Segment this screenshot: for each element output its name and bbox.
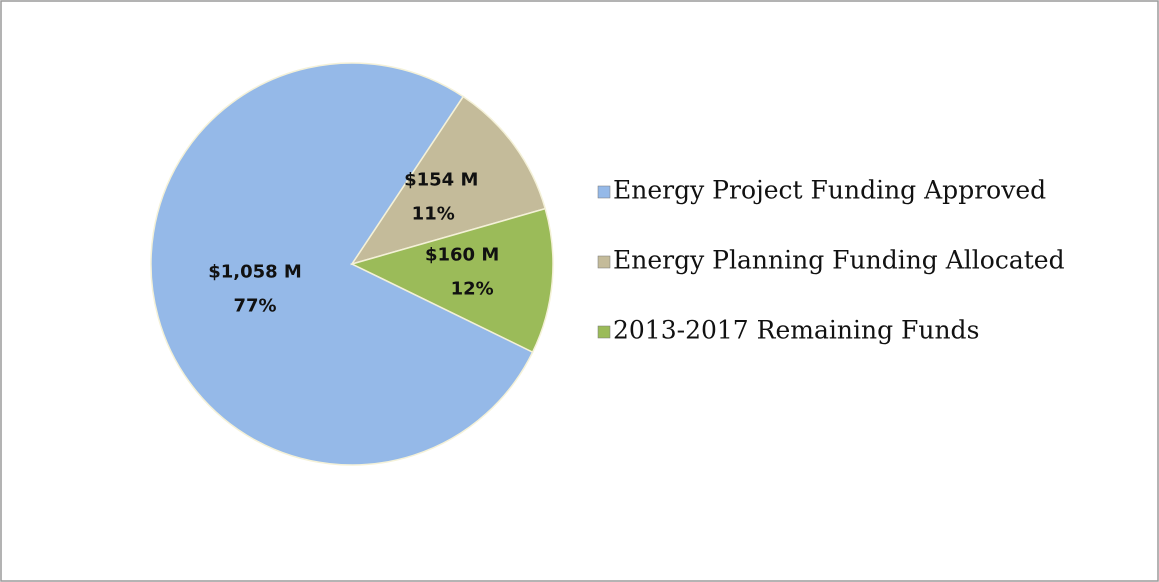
percent-label: 11% <box>412 204 455 225</box>
legend-swatch <box>597 325 611 339</box>
value-label: $1,058 M <box>208 261 302 282</box>
legend-label: Energy Project Funding Approved <box>613 176 1046 205</box>
value-label: $160 M <box>425 245 499 266</box>
value-label: $154 M <box>404 170 478 191</box>
legend-swatch <box>597 185 611 199</box>
pie-slice <box>150 62 534 466</box>
legend-swatch <box>597 255 611 269</box>
legend-label: Energy Planning Funding Allocated <box>613 246 1065 275</box>
percent-label: 77% <box>233 295 276 316</box>
legend-label: 2013-2017 Remaining Funds <box>613 316 979 345</box>
pie-slice <box>349 207 554 354</box>
percent-label: 12% <box>451 279 494 300</box>
